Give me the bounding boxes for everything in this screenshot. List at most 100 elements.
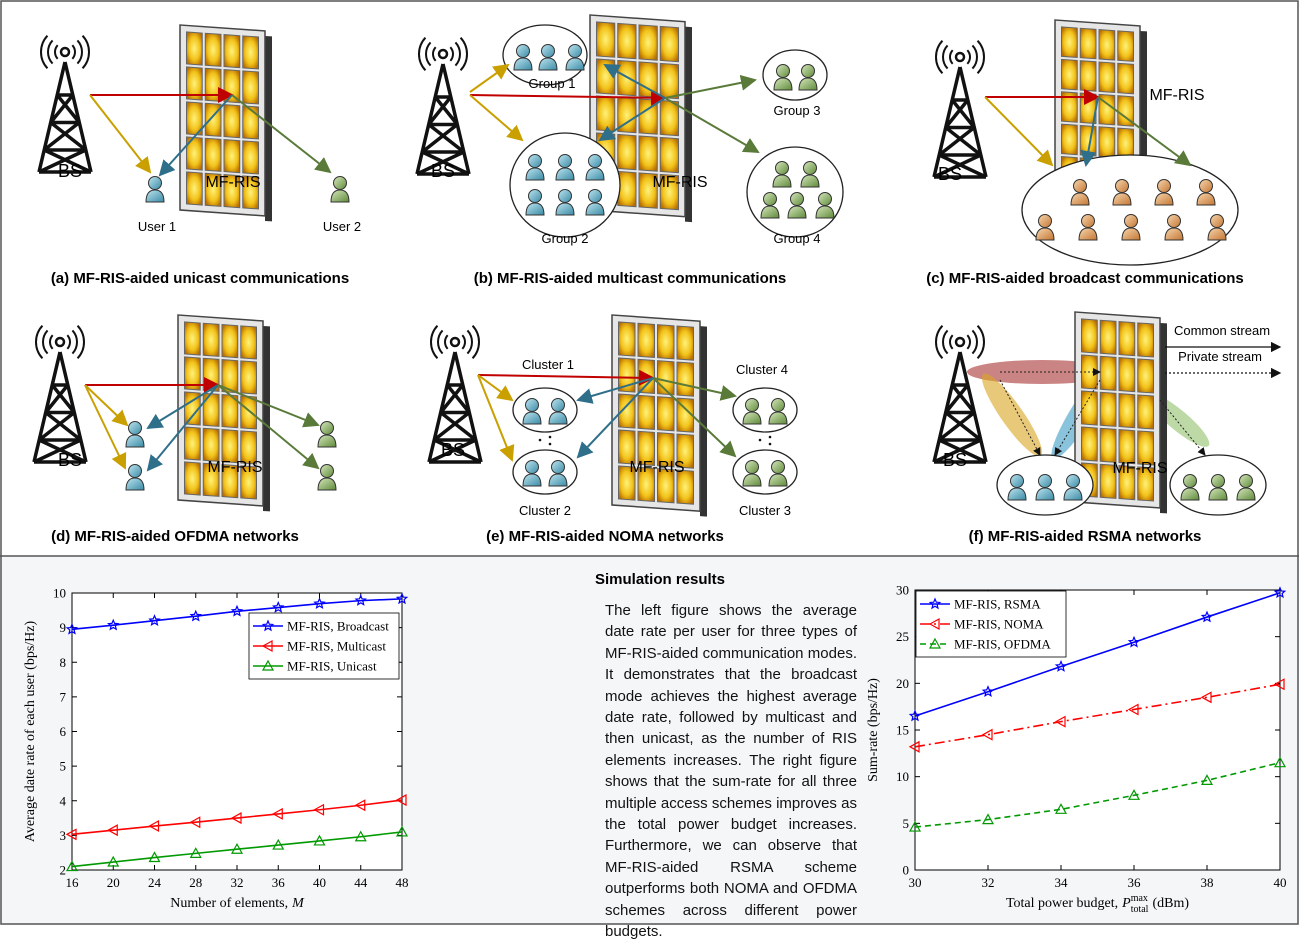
x-tick-label: 38: [1201, 875, 1214, 890]
user-icon: [798, 64, 818, 91]
x-tick-label: 48: [396, 875, 409, 890]
data-point: [395, 592, 409, 605]
x-tick-label: 16: [66, 875, 80, 890]
signal-arc: [466, 329, 473, 355]
data-point: [981, 685, 995, 698]
user-icon: [768, 460, 788, 487]
x-tick-label: 36: [272, 875, 286, 890]
user-body: [555, 202, 575, 216]
data-point: [230, 604, 244, 617]
ris-element: [1137, 322, 1154, 358]
data-point: [230, 842, 244, 854]
ris-element: [242, 70, 259, 105]
user-head: [525, 460, 539, 474]
ris-element: [676, 469, 694, 505]
group-ellipse: [512, 449, 578, 495]
ris-element: [657, 468, 675, 504]
user-head: [1066, 474, 1080, 488]
ris-element: [240, 360, 257, 395]
user-body: [768, 411, 788, 425]
user-head: [333, 176, 347, 190]
user-head: [541, 44, 555, 58]
signal-arc: [71, 329, 78, 355]
user-body: [1236, 487, 1256, 501]
y-tick-label: 30: [896, 583, 909, 598]
ris-element: [1079, 27, 1097, 60]
diagram-label: BS: [431, 161, 455, 181]
user-head: [320, 464, 334, 478]
x-tick-label: 28: [189, 875, 202, 890]
ris-element: [1098, 29, 1116, 61]
user-icon: [1112, 179, 1132, 206]
user-head: [803, 161, 817, 175]
user-icon: [1007, 474, 1027, 501]
ris-element: [1117, 62, 1134, 95]
arrow: [217, 384, 320, 470]
signal-arc: [76, 324, 85, 360]
data-point: [1273, 678, 1285, 691]
x-tick-label: 20: [107, 875, 120, 890]
ris-element: [186, 101, 203, 136]
ris-element: [659, 62, 679, 100]
user-body: [585, 202, 605, 216]
ris-element: [223, 174, 241, 209]
data-point: [107, 618, 120, 631]
arrow: [477, 369, 655, 386]
user-icon: [742, 460, 762, 487]
diagram-label: Cluster 4: [736, 362, 788, 377]
user-icon: [768, 398, 788, 425]
tower-frame: [37, 61, 93, 174]
user-body: [525, 202, 545, 216]
diagram-label: BS: [58, 161, 82, 181]
user-icon: [1121, 214, 1141, 241]
user-icon: [585, 189, 605, 216]
ris-element: [204, 102, 222, 137]
signal-arc: [76, 39, 83, 65]
panel-caption: (a) MF-RIS-aided unicast communications: [51, 270, 349, 287]
signal-arc: [430, 324, 439, 360]
group-ellipse: [512, 387, 578, 433]
signal-arc: [437, 329, 444, 355]
diagram-label: Group 3: [774, 103, 821, 118]
y-axis-label: Average date rate of each user (bps/Hz): [23, 621, 38, 843]
user-body: [317, 477, 337, 491]
y-axis-label: Sum-rate (bps/Hz): [866, 678, 881, 782]
y-tick-label: 2: [60, 863, 67, 878]
diagram-label: MF-RIS: [629, 459, 684, 476]
y-tick-label: 10: [896, 769, 909, 784]
user-body: [742, 473, 762, 487]
user-head: [558, 189, 572, 203]
base-station: [415, 36, 471, 176]
legend-label: MF-RIS, Multicast: [287, 639, 386, 654]
ris-element: [638, 61, 658, 98]
ris-element: [204, 67, 222, 102]
tower-frame: [415, 63, 471, 176]
user-body: [525, 167, 545, 181]
signal-arc: [966, 49, 971, 65]
user-head: [128, 464, 142, 478]
user-body: [1035, 487, 1055, 501]
user-head: [771, 460, 785, 474]
data-point: [1054, 803, 1068, 814]
diagram-label: BS: [58, 450, 82, 470]
user-icon: [760, 192, 780, 219]
signal-arc: [461, 334, 466, 350]
base-station: [32, 324, 88, 464]
data-point: [1054, 659, 1068, 672]
user-body: [772, 174, 792, 188]
user-body: [565, 57, 585, 71]
ris-panel: [1074, 311, 1167, 514]
x-axis-label: Number of elements, M: [170, 896, 305, 911]
user-head: [558, 154, 572, 168]
data-point: [65, 828, 77, 841]
ris-element: [186, 171, 203, 206]
ris-element: [186, 31, 203, 66]
user-icon: [742, 398, 762, 425]
arrow: [1080, 96, 1099, 167]
user-head: [775, 161, 789, 175]
user-icon: [525, 154, 545, 181]
data-point: [354, 799, 366, 812]
ris-element: [221, 429, 239, 464]
signal-arc: [935, 324, 944, 360]
